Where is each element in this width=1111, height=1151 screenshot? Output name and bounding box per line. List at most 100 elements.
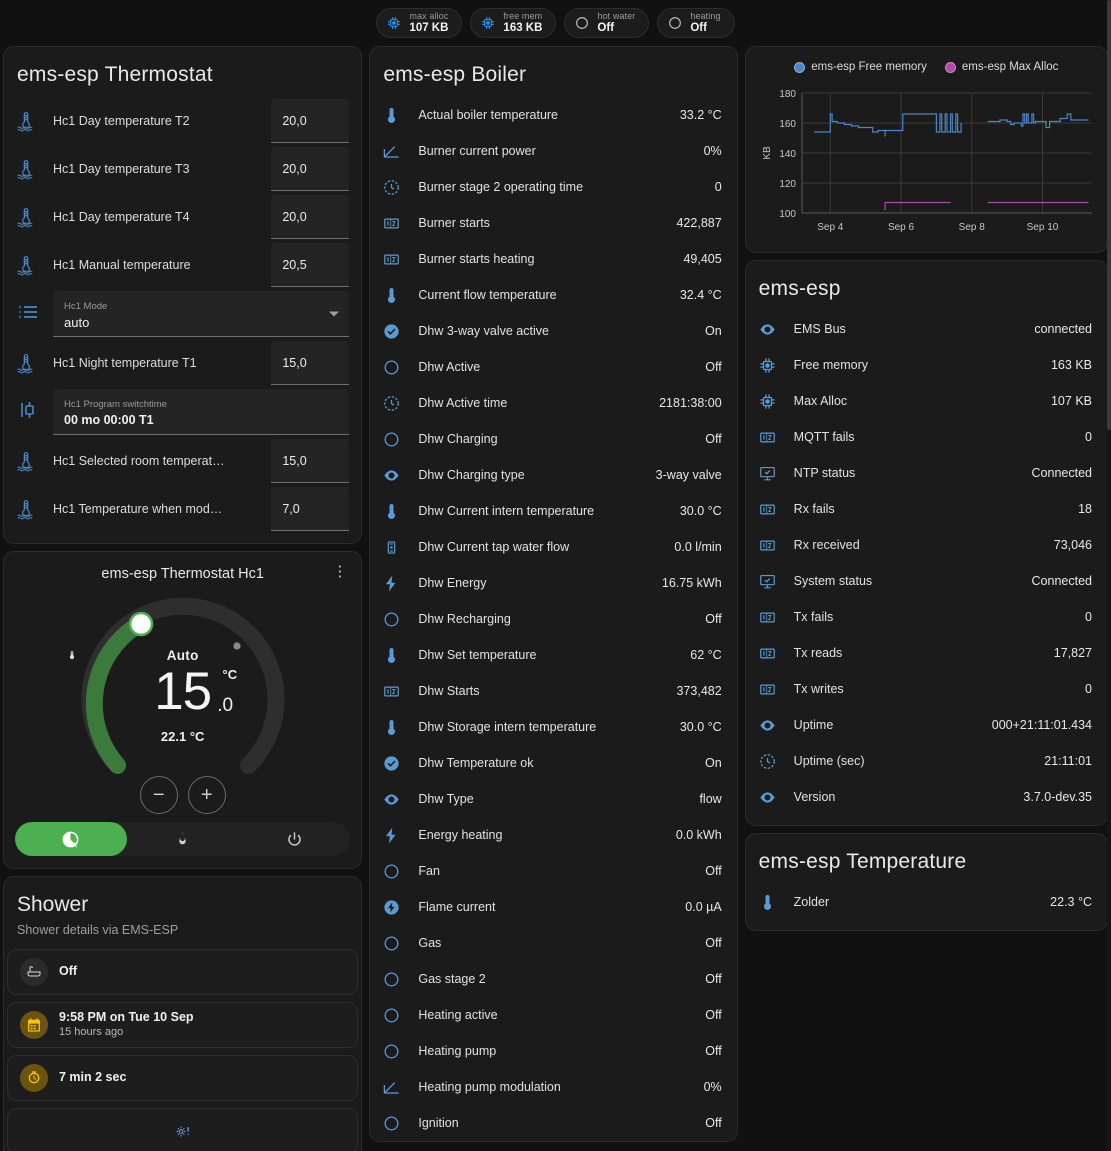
entity-row[interactable]: Burner starts 422,887 bbox=[370, 205, 736, 241]
entity-row[interactable]: Dhw Set temperature 62 °C bbox=[370, 637, 736, 673]
entity-row[interactable]: Rx received 73,046 bbox=[746, 527, 1107, 563]
thermostat-number-input[interactable]: 15,0 bbox=[271, 341, 350, 385]
thermometer-icon bbox=[382, 718, 406, 737]
entity-row[interactable]: Actual boiler temperature 33.2 °C bbox=[370, 97, 736, 133]
temperature-increase-button[interactable]: + bbox=[187, 776, 226, 814]
entity-row[interactable]: Dhw Type flow bbox=[370, 781, 736, 817]
entity-row[interactable]: Max Alloc 107 KB bbox=[746, 383, 1107, 419]
entity-row[interactable]: Dhw Active time 2181:38:00 bbox=[370, 385, 736, 421]
thermostat-number-input[interactable]: 20,5 bbox=[271, 243, 350, 287]
entity-value: 33.2 °C bbox=[679, 108, 722, 122]
more-options-icon[interactable]: ⋮ bbox=[332, 563, 348, 580]
chart-plot-area[interactable]: 100 120 140 160 180 Sep 4 Sep 6 Sep 8 Sep 10 KB bbox=[754, 81, 1099, 246]
entity-row[interactable]: Zolder 22.3 °C bbox=[746, 884, 1107, 920]
chevron-down-icon[interactable] bbox=[329, 311, 340, 316]
entity-row[interactable]: Burner current power 0% bbox=[370, 133, 736, 169]
temperature-card-title: ems-esp Temperature bbox=[758, 850, 967, 873]
thermostat-number-row: Hc1 Temperature when mod… 7,0 bbox=[4, 485, 361, 533]
mode-button-off[interactable] bbox=[239, 822, 351, 856]
entity-value: 62 °C bbox=[690, 648, 722, 662]
entity-row[interactable]: System status Connected bbox=[746, 563, 1107, 599]
thermostat-mode-select[interactable]: Hc1 Mode auto bbox=[53, 291, 350, 337]
entity-row[interactable]: Tx reads 17,827 bbox=[746, 635, 1107, 671]
entity-row[interactable]: Flame current 0.0 µA bbox=[370, 889, 736, 925]
temperature-decrease-button[interactable]: − bbox=[139, 776, 178, 814]
entity-value: 0 bbox=[1085, 610, 1092, 624]
header-chip-hot-water[interactable]: hot water Off bbox=[564, 8, 650, 38]
thermostat-number-row: Hc1 Manual temperature 20,5 bbox=[4, 241, 361, 289]
shower-tile[interactable]: 9:58 PM on Tue 10 Sep 15 hours ago bbox=[7, 1002, 359, 1048]
shower-tile[interactable]: Off bbox=[7, 949, 359, 995]
entity-row[interactable]: Dhw Active Off bbox=[370, 349, 736, 385]
counter-icon bbox=[758, 608, 782, 627]
header-chip-free-mem[interactable]: free mem 163 KB bbox=[470, 8, 557, 38]
thermostat-number-input[interactable]: 20,0 bbox=[271, 99, 350, 143]
entity-row[interactable]: Burner starts heating 49,405 bbox=[370, 241, 736, 277]
shower-tile[interactable] bbox=[7, 1108, 359, 1151]
thermostat-dial[interactable]: Auto 15 °C .0 22.1 °C bbox=[67, 584, 299, 816]
thermostat-entity-name: Hc1 Night temperature T1 bbox=[53, 356, 197, 370]
entity-row[interactable]: Dhw Current tap water flow 0.0 l/min bbox=[370, 529, 736, 565]
entity-row[interactable]: Energy heating 0.0 kWh bbox=[370, 817, 736, 853]
chart-series-line bbox=[814, 113, 962, 137]
entity-row[interactable]: Gas stage 2 Off bbox=[370, 961, 736, 997]
page-scrollbar[interactable] bbox=[1107, 0, 1111, 1151]
entity-row[interactable]: Version 3.7.0-dev.35 bbox=[746, 779, 1107, 815]
entity-row[interactable]: Gas Off bbox=[370, 925, 736, 961]
entity-row[interactable]: Ignition Off bbox=[370, 1105, 736, 1141]
entity-row[interactable]: NTP status Connected bbox=[746, 455, 1107, 491]
chart-legend-item[interactable]: ems-esp Max Alloc bbox=[944, 61, 1058, 73]
entity-row[interactable]: Free memory 163 KB bbox=[746, 347, 1107, 383]
entity-row[interactable]: Dhw 3-way valve active On bbox=[370, 313, 736, 349]
entity-row[interactable]: Rx fails 18 bbox=[746, 491, 1107, 527]
entity-row[interactable]: Dhw Charging Off bbox=[370, 421, 736, 457]
entity-value: 0.0 µA bbox=[685, 900, 722, 914]
chart-ytick-label: 100 bbox=[779, 209, 796, 220]
entity-row[interactable]: Dhw Storage intern temperature 30.0 °C bbox=[370, 709, 736, 745]
counter-icon bbox=[758, 536, 782, 555]
thermostat-number-input[interactable]: 20,0 bbox=[271, 147, 350, 191]
chart-xtick-label: Sep 10 bbox=[1026, 222, 1058, 233]
entity-row[interactable]: Dhw Current intern temperature 30.0 °C bbox=[370, 493, 736, 529]
entity-row[interactable]: EMS Bus connected bbox=[746, 311, 1107, 347]
entity-row[interactable]: MQTT fails 0 bbox=[746, 419, 1107, 455]
dial-readout: Auto 15 °C .0 22.1 °C bbox=[67, 648, 299, 744]
page-scrollbar-thumb[interactable] bbox=[1107, 0, 1111, 430]
thermostat-entity-name: Hc1 Selected room temperat… bbox=[53, 454, 225, 468]
thermostat-entities-card: ems-esp Thermostat Hc1 Day temperature T… bbox=[3, 46, 363, 544]
header-chip-max-alloc[interactable]: max alloc 107 KB bbox=[376, 8, 463, 38]
entity-name: Heating pump modulation bbox=[418, 1080, 561, 1094]
entity-name: Fan bbox=[418, 864, 440, 878]
entity-row[interactable]: Dhw Energy 16.75 kWh bbox=[370, 565, 736, 601]
thermostat-number-input[interactable]: 20,0 bbox=[271, 195, 350, 239]
entity-row[interactable]: Uptime (sec) 21:11:01 bbox=[746, 743, 1107, 779]
entity-row[interactable]: Heating active Off bbox=[370, 997, 736, 1033]
mode-button-auto[interactable]: A bbox=[15, 822, 127, 856]
shower-tile[interactable]: 7 min 2 sec bbox=[7, 1055, 359, 1101]
entity-row[interactable]: Current flow temperature 32.4 °C bbox=[370, 277, 736, 313]
entity-row[interactable]: Heating pump Off bbox=[370, 1033, 736, 1069]
thermostat-text-input[interactable]: Hc1 Program switchtime 00 mo 00:00 T1 bbox=[53, 389, 350, 435]
header-chip-heating[interactable]: heating Off bbox=[657, 8, 735, 38]
entity-name: Dhw Temperature ok bbox=[418, 756, 534, 770]
mode-button-heat[interactable] bbox=[127, 822, 239, 856]
entity-name: Actual boiler temperature bbox=[418, 108, 559, 122]
entity-row[interactable]: Burner stage 2 operating time 0 bbox=[370, 169, 736, 205]
entity-row[interactable]: Tx writes 0 bbox=[746, 671, 1107, 707]
entity-row[interactable]: Uptime 000+21:11:01.434 bbox=[746, 707, 1107, 743]
entity-value: 0.0 kWh bbox=[675, 828, 722, 842]
entity-row[interactable]: Dhw Recharging Off bbox=[370, 601, 736, 637]
chart-legend-item[interactable]: ems-esp Free memory bbox=[794, 61, 927, 73]
entity-row[interactable]: Dhw Starts 373,482 bbox=[370, 673, 736, 709]
entity-row[interactable]: Tx fails 0 bbox=[746, 599, 1107, 635]
entity-row[interactable]: Fan Off bbox=[370, 853, 736, 889]
thermostat-number-input[interactable]: 7,0 bbox=[271, 487, 350, 531]
entity-row[interactable]: Dhw Charging type 3-way valve bbox=[370, 457, 736, 493]
entity-name: Burner starts heating bbox=[418, 252, 535, 266]
thermostat-number-input[interactable]: 15,0 bbox=[271, 439, 350, 483]
check-circle-icon bbox=[382, 754, 406, 773]
entity-row[interactable]: Dhw Temperature ok On bbox=[370, 745, 736, 781]
field-label: Hc1 Mode bbox=[64, 300, 108, 312]
legend-color-dot bbox=[794, 61, 806, 73]
entity-row[interactable]: Heating pump modulation 0% bbox=[370, 1069, 736, 1105]
